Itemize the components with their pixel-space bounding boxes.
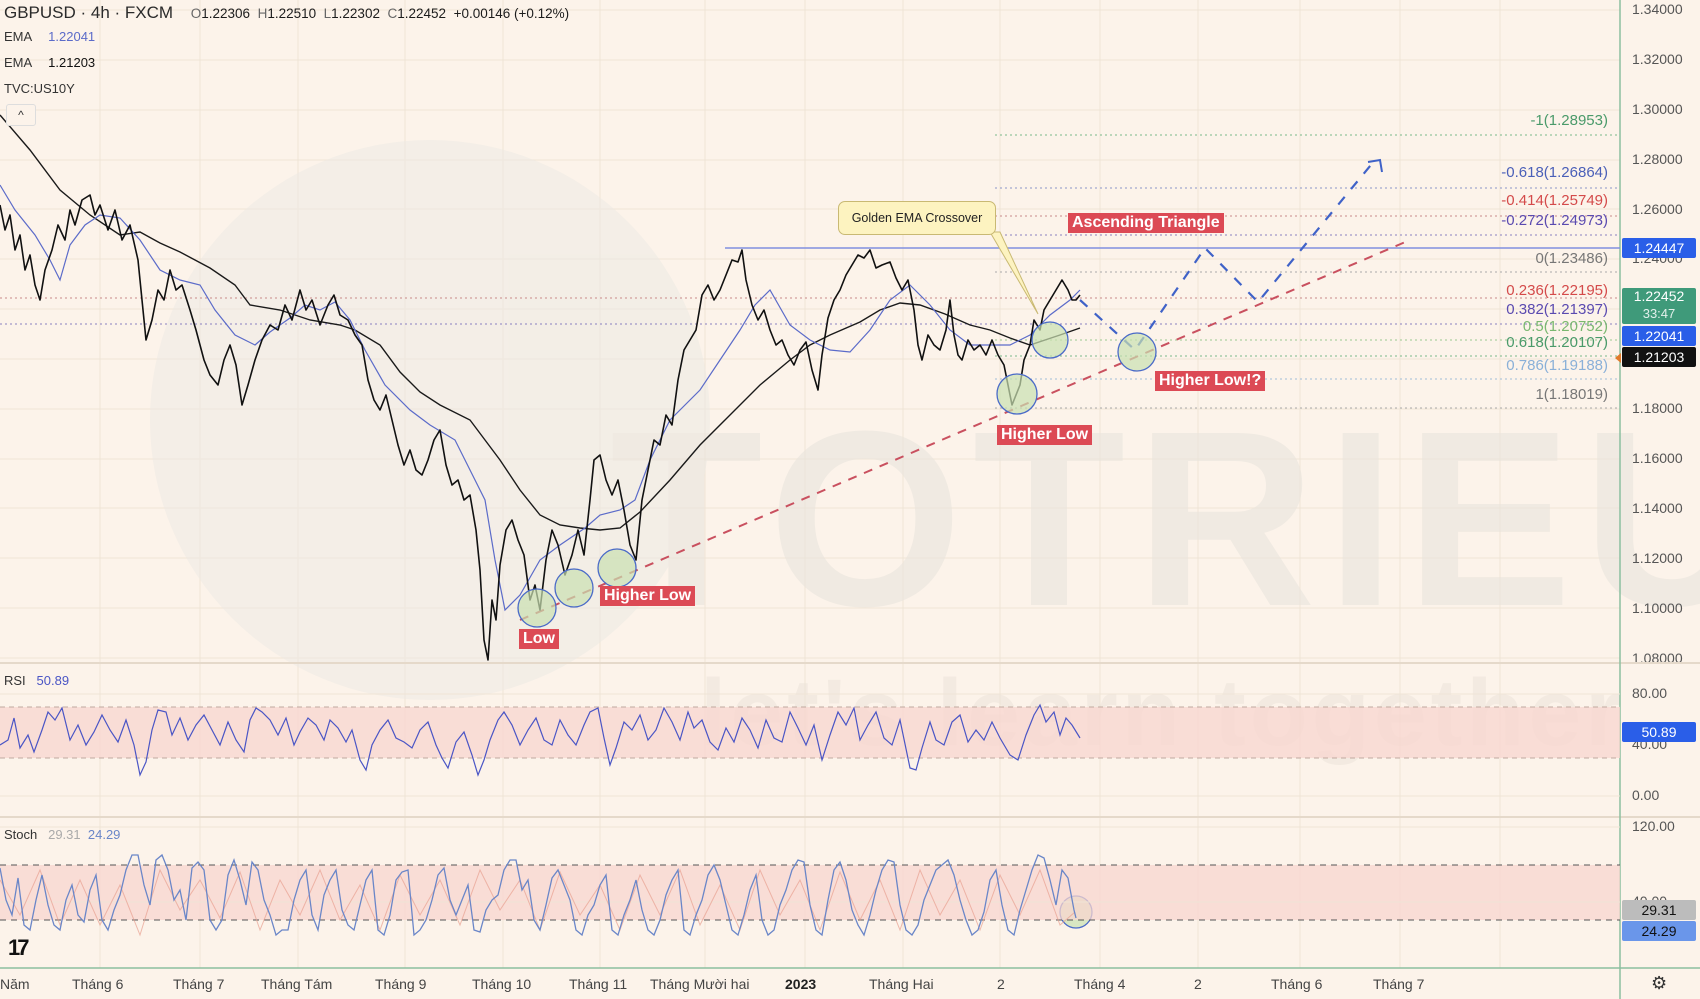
price-tick: 1.26000 <box>1632 201 1683 217</box>
symbol-title[interactable]: GBPUSD · 4h · FXCM <box>4 3 174 22</box>
ema-fast-value: 1.22041 <box>48 29 96 44</box>
ema-fast-legend[interactable]: EMA 1.22041 <box>4 29 96 44</box>
time-label: Năm <box>0 976 30 992</box>
ascending-triangle-label[interactable]: Ascending Triangle <box>1068 213 1224 233</box>
fib-label: 0.5(1.20752) <box>1522 318 1608 335</box>
symbol-legend[interactable]: GBPUSD · 4h · FXCM O1.22306 H1.22510 L1.… <box>4 3 569 23</box>
price-tick: 1.16000 <box>1632 450 1683 466</box>
stoch-tick: 120.00 <box>1632 818 1675 834</box>
stoch-tick: 40.00 <box>1632 893 1668 901</box>
stoch-k-line <box>0 853 1077 937</box>
price-tick: 1.30000 <box>1632 101 1683 117</box>
price-tick: 1.18000 <box>1632 400 1683 416</box>
price-tick: 1.32000 <box>1632 51 1683 67</box>
stoch-legend[interactable]: Stoch 29.31 24.29 <box>4 827 121 842</box>
change-value: +0.00146 (+0.12%) <box>453 6 570 21</box>
rsi-value: 50.89 <box>36 673 70 688</box>
ema-slow-legend[interactable]: EMA 1.21203 <box>4 55 96 70</box>
time-label-year: 2023 <box>785 976 817 992</box>
stoch-k-value: 29.31 <box>48 827 81 842</box>
price-tick: 1.12000 <box>1632 550 1683 566</box>
time-label: Tháng 7 <box>1373 976 1425 992</box>
bar-countdown: 33:47 <box>1642 306 1676 321</box>
arrow-head-icon <box>1367 158 1383 173</box>
fib-label: -0.414(1.25749) <box>1501 192 1608 209</box>
time-label: Tháng 6 <box>1271 976 1323 992</box>
rsi-tick: 80.00 <box>1632 685 1668 701</box>
price-tick: 1.34000 <box>1632 1 1683 17</box>
fib-label: 1(1.18019) <box>1535 386 1608 403</box>
fib-label: -1(1.28953) <box>1530 112 1608 129</box>
ema-slow-price-tag: 1.21203 <box>1622 347 1696 367</box>
time-label: Tháng 10 <box>472 976 532 992</box>
fib-label: 0.618(1.20107) <box>1506 334 1608 351</box>
higher-low-projected-label[interactable]: Higher Low!? <box>1155 371 1266 391</box>
us10y-legend[interactable]: TVC:US10Y <box>4 81 75 96</box>
time-label: Tháng 9 <box>375 976 427 992</box>
price-tick: 1.14000 <box>1632 500 1683 516</box>
resistance-price-tag: 1.24447 <box>1622 238 1696 258</box>
rsi-line <box>0 703 1081 777</box>
alert-marker-icon <box>1615 353 1621 363</box>
price-tick: 1.08000 <box>1632 650 1683 662</box>
ohlc-values: O1.22306 H1.22510 L1.22302 C1.22452 +0.0… <box>190 6 570 21</box>
fib-label: 0.236(1.22195) <box>1506 282 1608 299</box>
higher-low-label[interactable]: Higher Low <box>997 425 1093 445</box>
low-label[interactable]: Low <box>519 629 559 649</box>
ema-fast-price-tag: 1.22041 <box>1622 326 1696 346</box>
time-label: Tháng Tám <box>261 976 333 992</box>
stoch-d-tag: 24.29 <box>1622 921 1696 941</box>
time-label: Tháng Hai <box>869 976 934 992</box>
fib-label: -0.272(1.24973) <box>1501 212 1608 229</box>
golden-ema-crossover-callout[interactable]: Golden EMA Crossover <box>838 201 996 235</box>
time-label: Tháng Mười hai <box>650 976 750 992</box>
stoch-band <box>0 865 1620 920</box>
fibonacci-levels[interactable] <box>0 134 1618 409</box>
price-tick: 1.28000 <box>1632 151 1683 167</box>
rsi-tick: 0.00 <box>1632 787 1660 803</box>
price-tick: 1.10000 <box>1632 600 1683 616</box>
time-label: 2 <box>1194 976 1202 992</box>
callout-pointer <box>989 231 1039 315</box>
svg-text:TOTRIEU: TOTRIEU <box>610 379 1700 658</box>
collapse-legend-button[interactable]: ^ <box>6 104 36 126</box>
projected-path[interactable] <box>1079 159 1376 352</box>
ema-fast-line <box>0 184 1081 612</box>
tradingview-logo[interactable]: 17 <box>8 935 30 960</box>
time-label: Tháng 7 <box>173 976 225 992</box>
higher-low-label[interactable]: Higher Low <box>600 586 696 606</box>
close-value: 1.22452 <box>397 6 447 21</box>
time-label: Tháng 11 <box>569 976 628 992</box>
low-value: 1.22302 <box>331 6 380 21</box>
open-value: 1.22306 <box>201 6 251 21</box>
time-label: Tháng 4 <box>1074 976 1126 992</box>
fib-label: 0.786(1.19188) <box>1506 357 1608 374</box>
rsi-band <box>0 707 1620 758</box>
fib-label: 0.382(1.21397) <box>1506 301 1608 318</box>
stoch-d-value: 24.29 <box>87 827 121 842</box>
rsi-legend[interactable]: RSI 50.89 <box>4 673 70 688</box>
gear-icon[interactable]: ⚙ <box>1651 973 1668 993</box>
stoch-k-tag: 29.31 <box>1622 900 1696 920</box>
last-price-tag: 1.22452 33:47 <box>1622 288 1696 324</box>
time-label: Tháng 6 <box>72 976 124 992</box>
time-label: 2 <box>997 976 1005 992</box>
fib-label: 0(1.23486) <box>1535 250 1608 267</box>
high-value: 1.22510 <box>267 6 317 21</box>
ema-slow-value: 1.21203 <box>48 55 96 70</box>
ema-slow-line <box>0 114 1081 531</box>
ascending-trendline[interactable] <box>519 239 1411 621</box>
rsi-value-tag: 50.89 <box>1622 722 1696 742</box>
price-line[interactable] <box>0 194 1081 661</box>
fib-label: -0.618(1.26864) <box>1501 164 1608 181</box>
